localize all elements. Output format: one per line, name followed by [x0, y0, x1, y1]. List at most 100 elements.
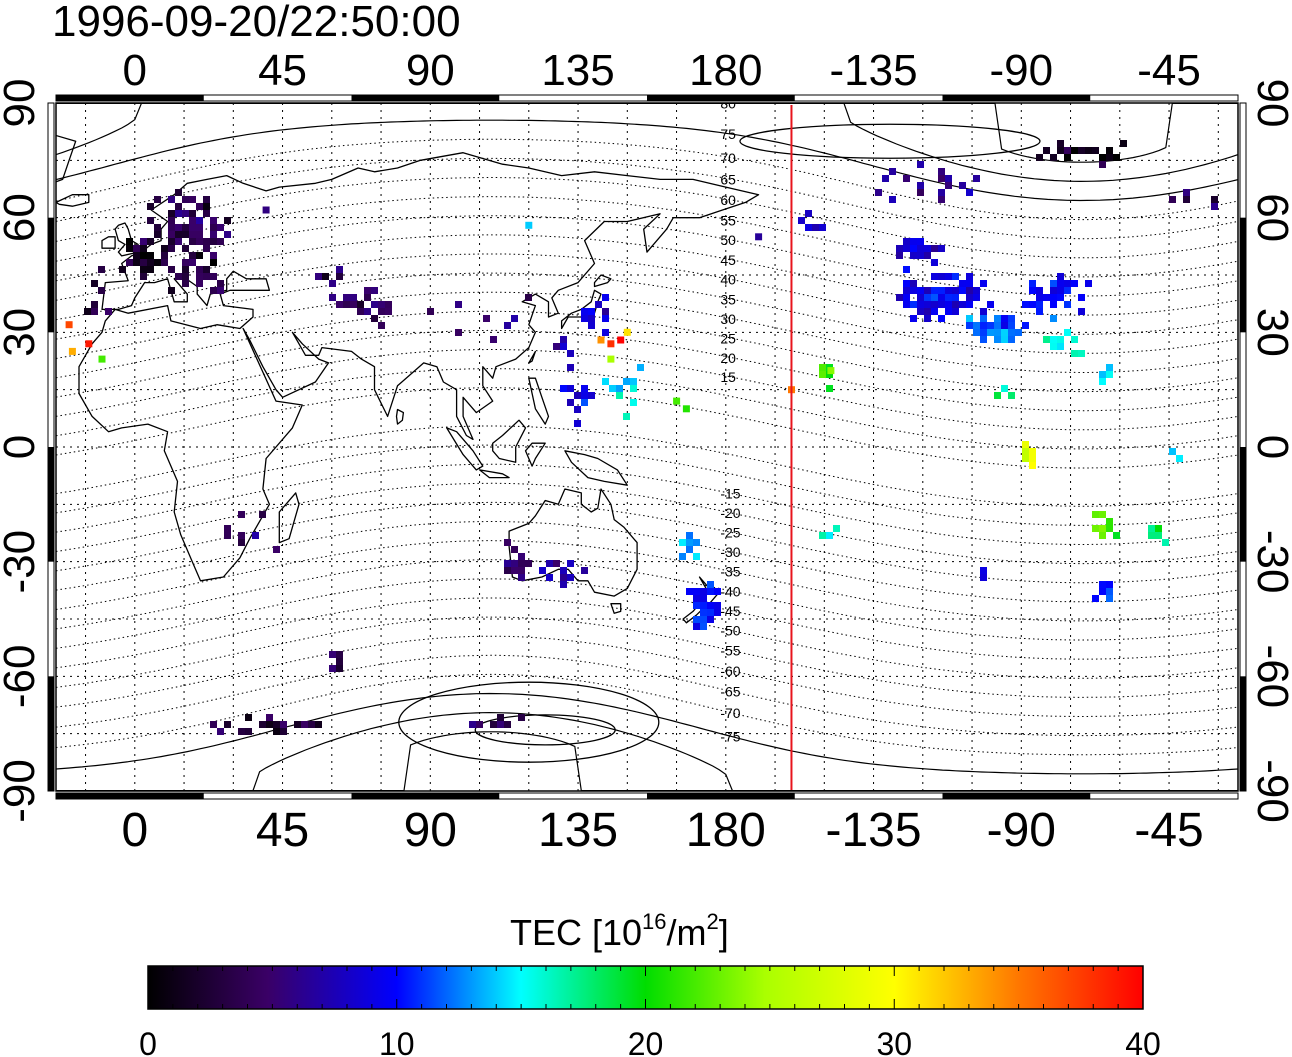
tec-cell	[910, 238, 917, 245]
contour-label: -65	[720, 684, 740, 700]
tec-cell	[560, 574, 567, 581]
tec-cell	[238, 511, 245, 518]
tec-cell	[966, 189, 973, 196]
tec-cell	[385, 301, 392, 308]
tec-cell	[1078, 350, 1085, 357]
tec-cell	[597, 336, 605, 344]
landmass-outline	[56, 194, 90, 207]
tec-cell	[350, 294, 357, 301]
tec-cell	[567, 399, 574, 406]
tec-cell	[1106, 364, 1113, 371]
tec-cell	[1050, 343, 1057, 350]
tec-cell	[1099, 532, 1106, 539]
tec-cell	[910, 280, 917, 287]
tec-cell	[65, 321, 73, 329]
tec-cell	[1022, 448, 1029, 455]
tec-cell	[154, 259, 161, 266]
tec-cell	[973, 287, 980, 294]
tec-cell	[161, 252, 168, 259]
tec-cell	[1169, 196, 1176, 203]
left-lat-tick-label: 90	[0, 79, 44, 128]
tec-cell	[1008, 329, 1015, 336]
tec-cell	[511, 560, 518, 567]
tec-cell	[1092, 147, 1099, 154]
tec-cell	[567, 350, 574, 357]
tec-cell	[483, 315, 490, 322]
tec-cell	[693, 553, 700, 560]
tec-cell	[1099, 154, 1106, 161]
tec-cell	[378, 322, 385, 329]
tec-cell	[196, 266, 203, 273]
tec-cell	[917, 245, 924, 252]
tec-cell	[980, 322, 987, 329]
contour-label: -25	[720, 525, 740, 541]
tec-cell	[1064, 147, 1071, 154]
tec-cell	[679, 553, 686, 560]
tec-cell	[259, 721, 266, 728]
tec-cell	[553, 343, 560, 350]
tec-cell	[1183, 196, 1190, 203]
tec-cell	[350, 301, 357, 308]
tec-cell	[980, 567, 987, 574]
colorbar-tick-label: 10	[379, 1026, 415, 1057]
colorbar-tick-label: 0	[139, 1026, 157, 1057]
tec-cell	[504, 567, 511, 574]
tec-cell	[182, 196, 189, 203]
tec-cell	[238, 532, 245, 539]
tec-cell	[546, 574, 553, 581]
chart-title: 1996-09-20/22:50:00	[52, 0, 461, 46]
tec-cell	[686, 588, 693, 595]
tec-cell	[952, 308, 959, 315]
tec-cell	[938, 245, 945, 252]
tec-cell	[1106, 371, 1113, 378]
tec-cell	[938, 175, 945, 182]
right-lat-tick-label: 90	[1248, 79, 1292, 128]
tec-cell	[210, 231, 217, 238]
tec-cell	[581, 308, 588, 315]
tec-cell	[140, 273, 147, 280]
tec-cell	[238, 728, 245, 735]
tec-cell	[959, 301, 966, 308]
tec-cell	[931, 273, 938, 280]
tec-cell	[147, 266, 154, 273]
right-lat-tick-label: -30	[1248, 530, 1292, 594]
tec-cell	[224, 532, 231, 539]
tec-cell	[196, 231, 203, 238]
tec-cell	[1099, 161, 1106, 168]
tec-cell	[700, 616, 707, 623]
tec-cell	[714, 588, 721, 595]
contour-label: 25	[720, 330, 736, 346]
tec-cell	[966, 287, 973, 294]
tec-cell	[133, 245, 140, 252]
tec-cell	[1008, 322, 1015, 329]
tec-cell	[1064, 329, 1071, 336]
tec-cell	[329, 665, 336, 672]
tec-cell	[602, 294, 609, 301]
tec-cell	[973, 329, 980, 336]
tec-cell	[189, 224, 196, 231]
tec-cell	[175, 238, 182, 245]
landmass-outline	[593, 274, 612, 288]
tec-cell	[91, 308, 98, 315]
tec-cell	[616, 385, 623, 392]
tec-cell	[917, 189, 924, 196]
tec-cell	[224, 217, 231, 224]
tec-cell	[917, 161, 924, 168]
tec-cell	[1001, 385, 1008, 392]
tec-cell	[1057, 140, 1064, 147]
tec-cell	[126, 245, 133, 252]
tec-cell	[1057, 343, 1064, 350]
tec-cell	[1211, 203, 1218, 210]
tec-cell	[196, 252, 203, 259]
tec-cell	[952, 287, 959, 294]
tec-cell	[910, 301, 917, 308]
contour-label: -70	[720, 705, 740, 721]
tec-cell	[1176, 455, 1183, 462]
map-plot-area: 80 75 70 65 60 55 50 45 40 35 30 25 20 15 -15 -20 -25 -30…	[56, 103, 1238, 791]
tec-cell	[903, 238, 910, 245]
tec-cell	[903, 280, 910, 287]
tec-cell	[1036, 301, 1043, 308]
tec-cell	[147, 259, 154, 266]
tec-cell	[987, 301, 994, 308]
landmass-outline	[528, 377, 550, 425]
